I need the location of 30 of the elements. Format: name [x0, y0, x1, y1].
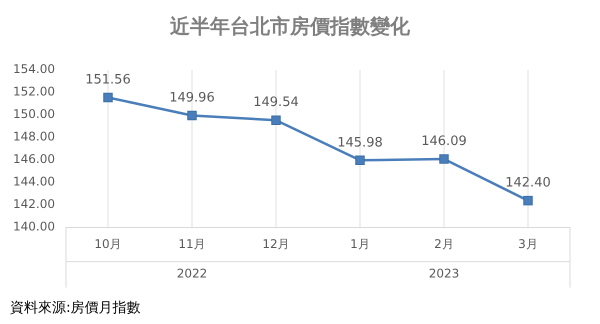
- point: [103, 92, 113, 102]
- y-tick-label: 146.00: [12, 152, 55, 166]
- x-tick-label: 2月: [434, 236, 454, 251]
- text: 149.54: [253, 95, 299, 110]
- y-tick-label: 154.00: [12, 62, 55, 76]
- x-tick-label: 1月: [350, 236, 370, 251]
- y-tick-label: 142.00: [12, 197, 55, 212]
- x-tick-label: 12月: [262, 236, 290, 251]
- text: 145.98: [337, 135, 383, 150]
- y-tick-label: 140.00: [12, 220, 55, 234]
- x-tick-label: 3月: [518, 236, 538, 251]
- text: 2023: [428, 266, 460, 281]
- source-note: 資料來源:房價月指數: [10, 300, 141, 316]
- point: [439, 154, 449, 164]
- text: 146.09: [421, 134, 467, 150]
- text: 149.96: [169, 90, 215, 106]
- y-tick-label: 150.00: [12, 107, 55, 122]
- x-tick-label: 10月: [94, 236, 122, 251]
- text: 151.56: [85, 72, 131, 88]
- text: 2022: [176, 266, 208, 281]
- point: [523, 196, 533, 206]
- y-tick-label: 144.00: [12, 174, 55, 189]
- chart-title: 近半年台北市房價指數變化: [169, 14, 411, 38]
- point: [271, 115, 281, 125]
- point: [187, 110, 197, 120]
- y-tick-label: 148.00: [12, 130, 55, 144]
- y-tick-label: 152.00: [12, 84, 55, 99]
- text: 142.40: [505, 176, 551, 191]
- x-tick-label: 11月: [178, 236, 206, 251]
- point: [355, 156, 365, 166]
